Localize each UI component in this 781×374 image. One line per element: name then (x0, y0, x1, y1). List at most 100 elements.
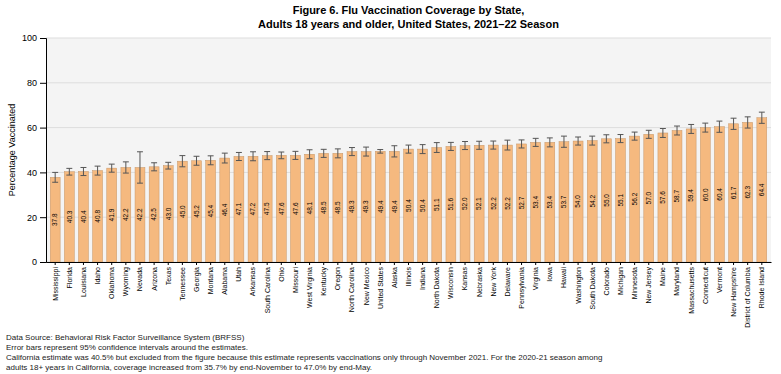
bar (743, 122, 753, 262)
x-tick-mark (366, 262, 367, 265)
bar (248, 156, 258, 262)
x-tick-mark (422, 262, 423, 265)
error-bar (716, 121, 722, 132)
bar (319, 153, 329, 262)
y-tick-label: 60 (27, 123, 37, 133)
x-tick: Pennsylvania (518, 262, 526, 309)
error-bar-cap (575, 145, 581, 146)
error-bar-cap (222, 153, 228, 154)
error-bar-cap (448, 150, 454, 151)
error-bar (561, 136, 567, 147)
data-label: 46.4 (221, 203, 228, 216)
marks (50, 112, 767, 262)
error-bar-cap (533, 138, 539, 139)
error-bar-cap (420, 144, 426, 145)
x-tick-mark (747, 262, 748, 265)
bar (50, 177, 60, 262)
bar (404, 149, 414, 262)
error-bar-stem (465, 141, 466, 149)
error-bar-cap (363, 156, 369, 157)
x-tick: District of Columbia (744, 262, 751, 328)
x-tick: Indiana (419, 262, 426, 290)
bar (545, 142, 555, 262)
bar (262, 156, 272, 262)
y-tick: 0 (32, 257, 46, 267)
data-label: 49.4 (377, 200, 384, 213)
x-tick-mark (380, 262, 381, 265)
error-bar-cap (575, 137, 581, 138)
bar (347, 152, 357, 262)
x-tick-label: Utah (235, 267, 242, 282)
x-tick: Arkansas (249, 262, 256, 296)
x-tick: Michigan (617, 262, 625, 295)
bar (531, 142, 541, 262)
x-tick: Wisconsin (447, 262, 454, 299)
x-tick-mark (224, 262, 225, 265)
bar (192, 161, 202, 262)
error-bar-stem (154, 163, 155, 171)
error-bar (363, 147, 369, 156)
x-tick-mark (154, 262, 155, 265)
x-tick-label: Iowa (546, 267, 553, 282)
error-bar (80, 167, 86, 175)
x-tick: Delaware (504, 262, 511, 297)
error-bar-cap (292, 159, 298, 160)
error-bar-stem (295, 151, 296, 159)
error-bar-stem (125, 162, 126, 173)
x-tick-mark (267, 262, 268, 265)
data-label: 41.9 (108, 208, 115, 221)
x-tick-label: Connecticut (702, 267, 709, 304)
error-bar-cap (618, 142, 624, 143)
error-bar-cap (716, 132, 722, 133)
error-bar-cap (702, 132, 708, 133)
error-bar-stem (83, 167, 84, 175)
footnote: Error bars represent 95% confidence inte… (6, 343, 248, 352)
x-tick: Iowa (546, 262, 553, 282)
x-tick: North Dakota (433, 262, 440, 308)
error-bar-cap (448, 142, 454, 143)
error-bar-cap (80, 167, 86, 168)
x-tick-label: New Jersey (645, 267, 653, 304)
error-bar-stem (111, 164, 112, 172)
error-bar (208, 156, 214, 165)
error-bar-cap (490, 149, 496, 150)
bar (700, 128, 710, 262)
error-bar-stem (182, 156, 183, 167)
error-bar-cap (660, 128, 666, 129)
data-label: 47.6 (292, 202, 299, 215)
error-bar-cap (335, 157, 341, 158)
x-tick-label: Colorado (603, 267, 610, 296)
error-bar-cap (52, 182, 58, 183)
x-tick-label: Montana (207, 267, 214, 294)
error-bar-cap (561, 136, 567, 137)
bar (234, 156, 244, 262)
x-tick-label: Nevada (136, 267, 143, 291)
error-bar (731, 118, 737, 129)
x-tick-label: Hawaii (560, 267, 567, 288)
bar (64, 172, 74, 262)
error-bar-cap (660, 137, 666, 138)
error-bar-cap (109, 164, 115, 165)
x-tick-mark (238, 262, 239, 265)
bar (432, 148, 442, 262)
error-bar (194, 156, 200, 165)
x-tick-label: North Carolina (348, 267, 355, 312)
x-tick-label: South Dakota (589, 267, 596, 310)
error-bar-cap (547, 137, 553, 138)
x-tick-label: Indiana (419, 267, 426, 290)
error-bar-stem (620, 135, 621, 143)
error-bar-cap (632, 132, 638, 133)
bar (206, 160, 216, 262)
x-tick: Washington (575, 262, 583, 304)
data-label: 54.2 (588, 195, 595, 208)
y-tick-label: 80 (27, 78, 37, 88)
x-tick-mark (521, 262, 522, 265)
x-tick-mark (578, 262, 579, 265)
x-tick-label: Arizona (151, 267, 158, 291)
bar (79, 172, 89, 262)
x-tick: Rhode Island (758, 262, 765, 308)
error-bar (278, 152, 284, 159)
x-tick-label: Kansas (461, 267, 468, 291)
x-tick-label: Washington (575, 267, 583, 304)
x-tick: Utah (235, 262, 242, 282)
